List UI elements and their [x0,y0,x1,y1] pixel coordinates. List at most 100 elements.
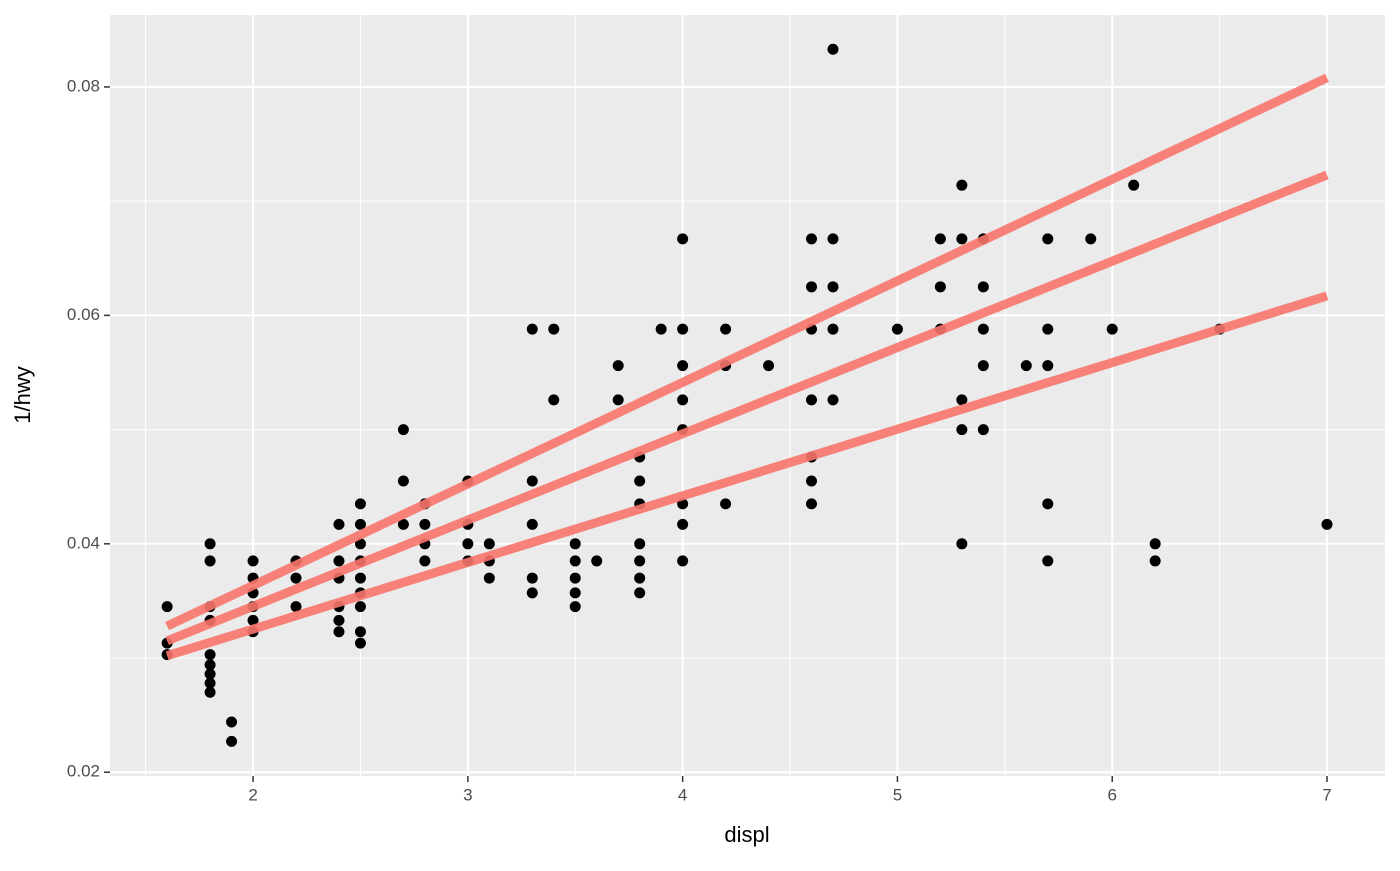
point [806,475,818,487]
point [462,538,474,550]
point [526,587,538,599]
point [397,475,409,487]
point [354,538,366,550]
point [526,323,538,335]
point [827,233,839,245]
point [977,424,989,436]
point [677,394,689,406]
point [677,518,689,530]
point [333,626,345,638]
point [827,43,839,55]
point [720,323,732,335]
point [655,323,667,335]
panel [110,15,1385,776]
point [677,360,689,372]
point [333,614,345,626]
point [720,498,732,510]
point [977,281,989,293]
point [569,538,581,550]
point [548,394,560,406]
quantile-line [165,170,1329,646]
point [934,233,946,245]
point [419,518,431,530]
quantile-line [165,73,1329,631]
point [634,475,646,487]
point [806,394,818,406]
point [827,394,839,406]
y-axis-title: 1/hwy [10,366,35,423]
point [827,281,839,293]
point [1042,498,1054,510]
point [612,360,624,372]
y-tick-label: 0.08 [67,76,100,95]
point [1042,323,1054,335]
x-axis-title: displ [724,822,769,847]
point [677,233,689,245]
point [956,538,968,550]
x-tick-label: 6 [1107,785,1116,804]
x-tick-label: 5 [893,785,902,804]
point [354,637,366,649]
point [569,587,581,599]
point [977,360,989,372]
point [290,572,302,584]
point [354,626,366,638]
point [956,179,968,191]
point [354,572,366,584]
point [634,538,646,550]
point [483,572,495,584]
point [1106,323,1118,335]
point [548,323,560,335]
point [806,498,818,510]
x-tick-label: 7 [1322,785,1331,804]
point [891,323,903,335]
point [1042,360,1054,372]
x-tick-label: 4 [678,785,687,804]
point [634,587,646,599]
point [569,555,581,567]
point [612,394,624,406]
point [569,572,581,584]
point [526,518,538,530]
y-tick-label: 0.02 [67,762,100,781]
point [204,686,216,698]
point [1042,233,1054,245]
point [226,716,238,728]
point [827,323,839,335]
point [677,555,689,567]
point [591,555,603,567]
point [1321,518,1333,530]
point [247,614,259,626]
point [956,233,968,245]
quantile-line [165,291,1329,661]
point [526,475,538,487]
point [634,572,646,584]
point [397,518,409,530]
point [526,572,538,584]
point [204,659,216,671]
point [634,555,646,567]
point [204,668,216,680]
point [204,538,216,550]
point [204,649,216,661]
point [956,424,968,436]
point [1149,538,1161,550]
point [354,498,366,510]
point [677,323,689,335]
point [354,601,366,613]
point [419,555,431,567]
point [806,281,818,293]
point [161,601,173,613]
point [569,601,581,613]
point [1042,555,1054,567]
point [934,281,946,293]
point [806,233,818,245]
point [204,677,216,689]
point [1128,179,1140,191]
point [1085,233,1097,245]
point [333,555,345,567]
x-tick-label: 2 [248,785,257,804]
point [397,424,409,436]
point [333,518,345,530]
point [977,323,989,335]
